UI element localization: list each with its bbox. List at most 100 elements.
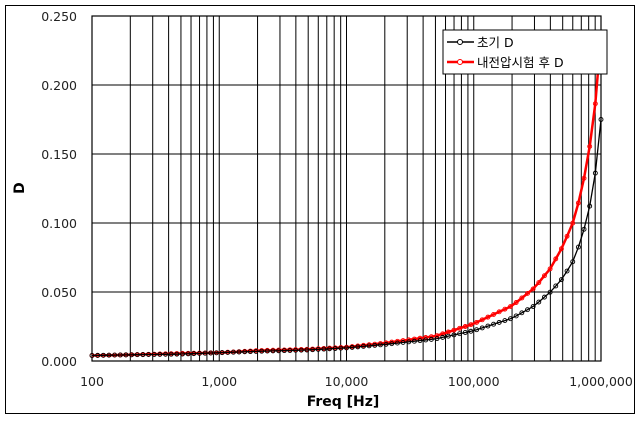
data-point-marker-icon xyxy=(541,294,547,300)
data-point-marker-icon xyxy=(163,351,168,357)
data-point-marker-icon xyxy=(513,313,519,319)
data-point-marker-icon xyxy=(570,220,576,226)
data-point-marker-icon xyxy=(151,352,157,357)
data-point-marker-icon xyxy=(321,346,327,352)
data-point-marker-icon xyxy=(157,351,163,357)
data-point-marker-icon xyxy=(592,170,598,176)
data-point-marker-icon xyxy=(440,334,446,340)
y-tick-label: 0.000 xyxy=(41,354,77,369)
data-point-marker-icon xyxy=(462,330,468,335)
data-point-marker-icon xyxy=(508,304,513,309)
data-series xyxy=(89,32,604,358)
data-point-marker-icon xyxy=(468,322,474,328)
data-point-marker-icon xyxy=(581,175,587,181)
x-tick-label: 10,000 xyxy=(325,374,369,389)
data-point-marker-icon xyxy=(400,340,406,345)
data-point-marker-icon xyxy=(89,353,95,358)
data-point-marker-icon xyxy=(332,346,338,351)
data-point-marker-icon xyxy=(417,338,423,344)
data-point-marker-icon xyxy=(287,348,293,353)
data-point-marker-icon xyxy=(485,314,491,320)
data-point-marker-icon xyxy=(134,352,140,358)
data-point-marker-icon xyxy=(236,349,242,355)
data-point-marker-icon xyxy=(502,318,508,324)
data-point-marker-icon xyxy=(140,352,146,358)
data-point-marker-icon xyxy=(106,352,112,358)
data-point-marker-icon xyxy=(519,310,525,316)
legend-label-initial: 초기 D xyxy=(477,35,514,50)
legend-box xyxy=(442,29,608,75)
data-point-marker-icon xyxy=(225,349,231,355)
data-point-marker-icon xyxy=(377,342,383,348)
data-point-marker-icon xyxy=(253,348,259,354)
data-point-marker-icon xyxy=(587,203,593,209)
data-point-marker-icon xyxy=(197,350,202,356)
data-point-marker-icon xyxy=(530,286,536,292)
y-tick-label: 0.050 xyxy=(41,285,77,300)
data-point-marker-icon xyxy=(428,334,434,340)
data-point-marker-icon xyxy=(496,319,502,325)
data-point-marker-icon xyxy=(146,352,152,357)
data-point-marker-icon xyxy=(168,351,174,357)
data-point-marker-icon xyxy=(389,341,395,347)
data-point-marker-icon xyxy=(298,347,304,353)
data-point-marker-icon xyxy=(123,352,129,358)
x-tick-label: 1,000,000 xyxy=(569,374,633,389)
y-axis-title: D xyxy=(12,182,28,194)
data-point-marker-icon xyxy=(355,344,361,350)
legend: 초기 D 내전압시험 후 D xyxy=(442,29,608,75)
data-point-marker-icon xyxy=(462,324,468,329)
data-point-marker-icon xyxy=(558,246,564,252)
data-point-marker-icon xyxy=(315,346,321,352)
data-point-marker-icon xyxy=(372,342,378,348)
data-point-marker-icon xyxy=(304,347,310,353)
data-point-marker-icon xyxy=(440,331,446,337)
data-point-marker-icon xyxy=(95,352,101,358)
data-point-marker-icon xyxy=(485,323,491,329)
data-point-marker-icon xyxy=(185,351,191,357)
data-point-marker-icon xyxy=(281,348,287,354)
data-point-marker-icon xyxy=(508,316,513,322)
data-point-marker-icon xyxy=(553,256,559,262)
gridlines xyxy=(92,16,601,361)
data-point-marker-icon xyxy=(394,340,400,346)
data-point-marker-icon xyxy=(276,348,282,354)
data-point-marker-icon xyxy=(445,333,451,339)
data-point-marker-icon xyxy=(270,348,276,354)
data-point-marker-icon xyxy=(434,333,440,339)
data-point-marker-icon xyxy=(349,344,355,350)
data-point-marker-icon xyxy=(208,350,214,356)
data-point-marker-icon xyxy=(541,273,547,279)
data-point-marker-icon xyxy=(434,336,440,342)
legend-label-after-test: 내전압시험 후 D xyxy=(477,55,564,70)
data-point-marker-icon xyxy=(117,352,123,358)
data-point-marker-icon xyxy=(474,319,480,325)
data-point-marker-icon xyxy=(564,268,570,274)
data-point-marker-icon xyxy=(570,259,576,265)
x-tick-label: 100,000 xyxy=(448,374,500,389)
data-point-marker-icon xyxy=(491,321,496,327)
data-point-marker-icon xyxy=(587,143,593,149)
data-point-marker-icon xyxy=(327,346,332,352)
data-point-marker-icon xyxy=(457,325,463,331)
data-point-marker-icon xyxy=(242,349,248,355)
data-point-marker-icon xyxy=(598,117,604,122)
y-tick-label: 0.250 xyxy=(41,9,77,24)
data-point-marker-icon xyxy=(219,350,225,356)
data-point-marker-icon xyxy=(547,289,553,295)
data-point-marker-icon xyxy=(474,327,480,333)
data-point-marker-icon xyxy=(547,266,553,272)
data-point-marker-icon xyxy=(411,338,417,344)
data-point-marker-icon xyxy=(366,343,372,349)
data-point-marker-icon xyxy=(451,327,457,333)
data-point-marker-icon xyxy=(259,348,265,354)
data-point-marker-icon xyxy=(174,351,180,357)
data-point-marker-icon xyxy=(525,291,530,296)
data-point-marker-icon xyxy=(496,309,502,315)
data-point-marker-icon xyxy=(100,352,106,358)
data-point-marker-icon xyxy=(310,347,316,353)
series-line xyxy=(91,119,602,357)
data-point-marker-icon xyxy=(293,347,299,353)
data-point-marker-icon xyxy=(191,351,197,357)
